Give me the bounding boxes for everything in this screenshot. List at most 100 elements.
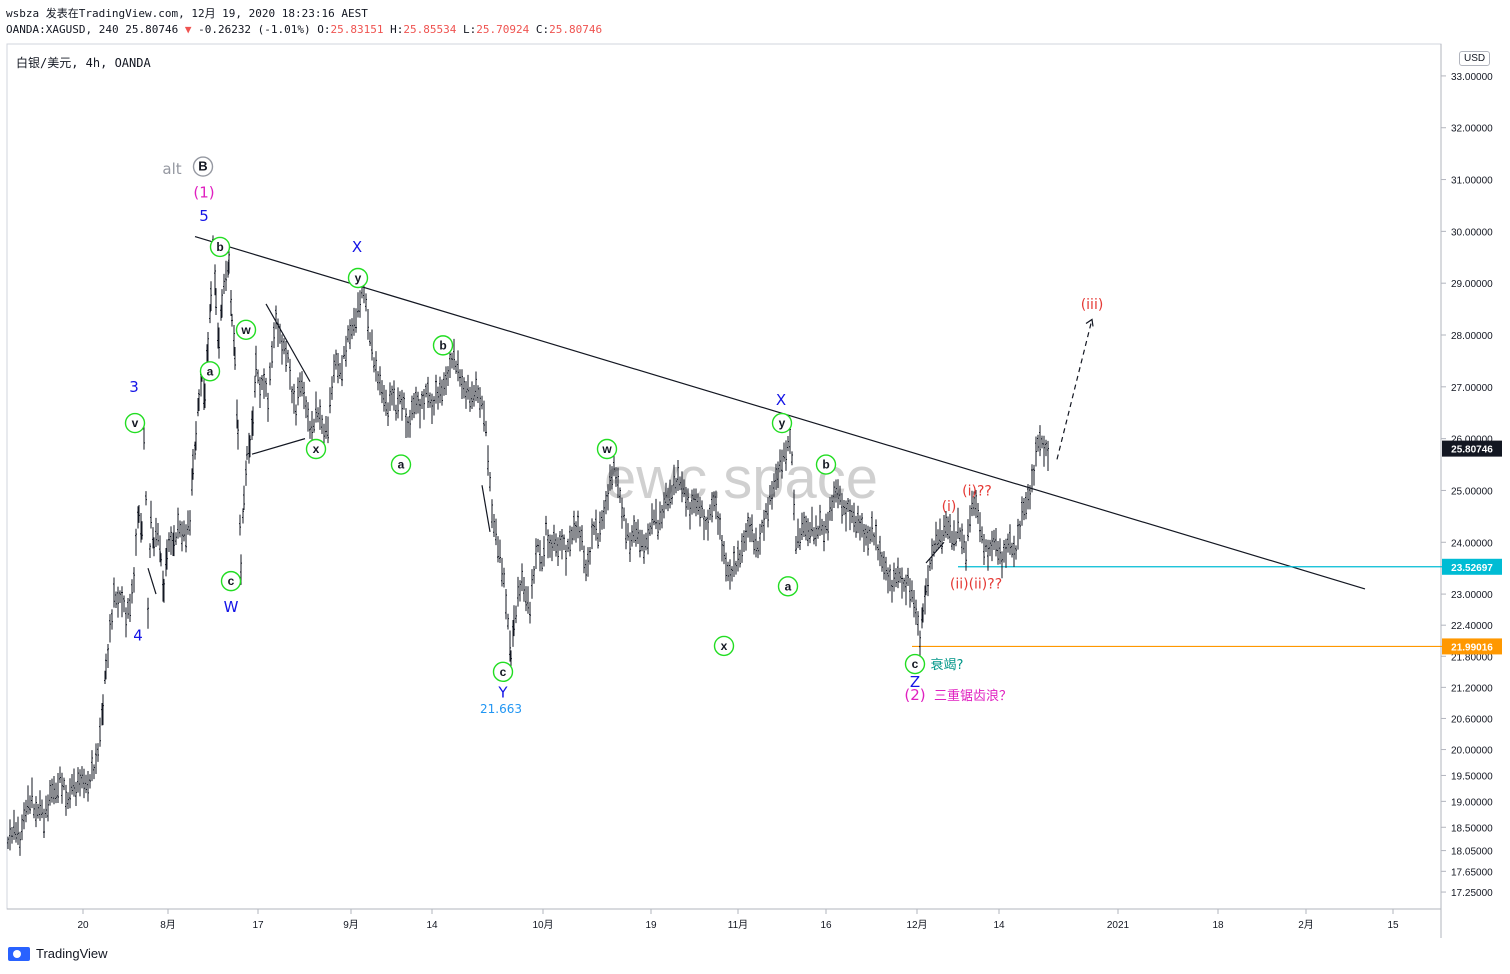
price-bar (995, 527, 997, 557)
price-bar (919, 630, 921, 659)
price-bar (593, 521, 595, 535)
price-bar (7, 836, 9, 850)
price-bar (909, 578, 911, 608)
price-bar (721, 534, 723, 562)
price-bar (355, 308, 357, 333)
price-bar (595, 509, 597, 541)
price-bar (803, 511, 805, 537)
price-bar (263, 368, 265, 399)
small-flag-1 (147, 568, 157, 595)
y-tick-label-6: 27.00000 (1451, 383, 1493, 394)
price-bar (699, 496, 701, 527)
wave-label-28: Z (910, 673, 920, 691)
price-bar (413, 392, 415, 419)
small-flag-3 (925, 541, 945, 564)
price-bar (85, 774, 87, 794)
price-bar (479, 387, 481, 418)
price-tag-bg-0 (1442, 440, 1502, 457)
price-bar (915, 599, 917, 625)
price-bar (87, 770, 89, 802)
price-bar (669, 479, 671, 509)
price-bar (587, 547, 589, 577)
price-bar (813, 527, 815, 545)
price-bar (833, 481, 835, 508)
price-bar (305, 396, 307, 419)
price-bar (769, 485, 771, 505)
price-bar (747, 512, 749, 538)
price-bar (517, 576, 519, 607)
price-bar (689, 501, 691, 530)
time-axis[interactable]: 20 8月 17 9月 14 10月 19 11月 16 12月 14 2021 18 2月 15 (77, 909, 1399, 931)
price-bar (75, 781, 77, 807)
price-bar (279, 323, 281, 344)
price-bar (939, 518, 941, 548)
x-tick-label-1: 8月 (160, 919, 176, 931)
price-bar (325, 415, 327, 439)
price-bar (15, 822, 17, 843)
footer-brand: TradingView (36, 946, 108, 961)
wave-label-15: b (439, 338, 446, 352)
price-bar (749, 517, 751, 543)
projection-arrow-line (1056, 319, 1093, 460)
price-bar (113, 577, 115, 608)
price-bar (719, 513, 721, 540)
price-bar (483, 400, 485, 432)
x-tick-label-12: 18 (1212, 920, 1224, 931)
price-bar (553, 524, 555, 552)
price-bar (821, 518, 823, 535)
price-bar (133, 567, 135, 593)
price-bar (157, 522, 159, 546)
price-bar (17, 816, 19, 845)
open-value: 25.83151 (330, 23, 384, 36)
price-bar (249, 435, 251, 458)
price-bar (609, 464, 611, 491)
price-bar (469, 386, 471, 412)
price-bar (953, 520, 955, 551)
price-bar (331, 376, 333, 400)
price-bar (835, 479, 837, 503)
price-bar (925, 578, 927, 596)
price-bar (753, 533, 755, 555)
price-bar (723, 541, 725, 565)
price-bar (959, 527, 961, 542)
price-bar (871, 511, 873, 543)
price-bar (973, 491, 975, 516)
price-bar (415, 386, 417, 415)
currency-badge[interactable]: USD (1459, 51, 1491, 66)
price-bar (987, 539, 989, 571)
price-bar (691, 489, 693, 515)
price-bar (31, 777, 33, 809)
price-bar (901, 567, 903, 599)
close-value: 25.80746 (549, 23, 603, 36)
price-bar (83, 768, 85, 799)
price-bar (375, 351, 377, 382)
price-bar (851, 505, 853, 524)
y-tick-label-7: 26.00000 (1451, 435, 1493, 446)
price-bar (49, 779, 51, 806)
price-bar (377, 371, 379, 391)
price-bar (791, 451, 793, 466)
wave-label-10: v (132, 416, 139, 430)
x-tick-label-6: 19 (645, 920, 657, 931)
price-bar (429, 392, 431, 408)
price-bar (865, 524, 867, 546)
price-bar (347, 325, 349, 343)
price-bar (611, 466, 613, 490)
price-bar (659, 501, 661, 531)
wave-label-26: c (912, 657, 919, 671)
footer-branding[interactable]: TradingView (8, 946, 108, 961)
price-bar (777, 461, 779, 488)
price-bar (227, 261, 229, 278)
price-bar (737, 540, 739, 572)
price-axis[interactable]: 33.00000 32.00000 31.00000 30.00000 29.00000… (1441, 72, 1493, 899)
tradingview-logo-icon (8, 946, 30, 961)
price-bar (751, 514, 753, 543)
price-bar (841, 493, 843, 524)
price-bar (351, 318, 353, 340)
price-bar (443, 372, 445, 396)
x-tick-label-9: 12月 (906, 919, 927, 931)
symbol-interval: OANDA:XAGUSD, 240 (6, 23, 119, 36)
price-bar (661, 505, 663, 529)
